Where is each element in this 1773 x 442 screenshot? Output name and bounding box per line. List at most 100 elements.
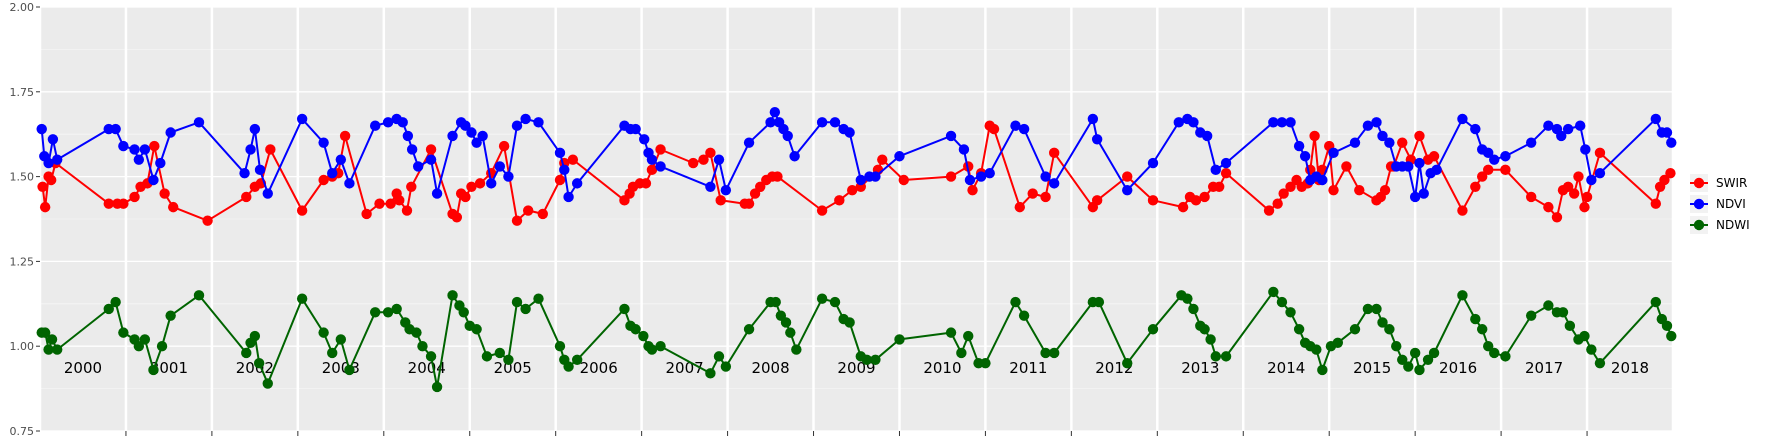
data-point-swir xyxy=(296,205,308,216)
data-point-ndwi xyxy=(1093,296,1105,308)
data-point-ndvi xyxy=(1268,117,1279,128)
data-point-ndwi xyxy=(148,364,159,376)
data-point-swir xyxy=(1027,188,1038,199)
data-point-ndvi xyxy=(369,120,381,131)
data-point-ndwi xyxy=(791,344,802,355)
year-label: 2008 xyxy=(751,359,789,377)
data-point-ndvi xyxy=(1317,174,1328,186)
data-point-ndvi xyxy=(110,123,121,135)
data-point-ndwi xyxy=(118,327,129,338)
legend-item-ndwi: NDWI xyxy=(1690,216,1750,234)
data-point-ndvi xyxy=(1489,154,1500,165)
data-point-swir xyxy=(339,130,351,142)
data-point-swir xyxy=(1190,195,1202,206)
data-point-ndvi xyxy=(554,147,566,159)
data-point-ndwi xyxy=(1666,330,1677,342)
data-point-ndwi xyxy=(1476,324,1488,335)
data-point-swir xyxy=(537,208,548,220)
data-point-ndvi xyxy=(1586,174,1597,186)
data-point-swir xyxy=(159,188,170,199)
data-point-ndwi xyxy=(494,347,506,359)
data-point-swir xyxy=(1309,130,1320,142)
data-point-ndvi xyxy=(133,154,145,165)
data-point-swir xyxy=(39,201,51,213)
data-point-ndvi xyxy=(1562,123,1574,135)
data-point-ndvi xyxy=(296,113,308,125)
data-point-swir xyxy=(705,147,716,159)
y-tick-label: 1.75 xyxy=(10,86,35,99)
data-point-swir xyxy=(1220,168,1232,179)
data-point-swir xyxy=(37,181,48,192)
data-point-ndwi xyxy=(844,317,855,328)
data-point-swir xyxy=(394,195,405,206)
data-point-ndvi xyxy=(486,178,497,189)
year-labels: 2000 2001 2002 2003 2004 2005 2006 2007 2008 2009… xyxy=(64,359,1649,377)
data-point-ndvi xyxy=(249,123,261,135)
data-point-ndvi xyxy=(563,191,574,203)
data-point-swir xyxy=(688,157,699,169)
data-point-ndwi xyxy=(471,324,482,335)
year-label: 2002 xyxy=(236,359,274,377)
year-label: 2015 xyxy=(1353,359,1391,377)
legend-key-point xyxy=(1693,219,1705,231)
data-point-ndvi xyxy=(1556,130,1567,142)
data-point-ndvi xyxy=(36,123,47,135)
data-point-ndvi xyxy=(1525,137,1537,148)
data-point-ndvi xyxy=(1666,137,1677,148)
data-point-ndvi xyxy=(129,144,140,155)
data-point-ndvi xyxy=(1483,147,1494,159)
data-point-ndwi xyxy=(327,347,338,359)
data-point-ndvi xyxy=(1299,151,1311,162)
year-label: 2017 xyxy=(1525,359,1563,377)
data-point-ndvi xyxy=(1328,147,1339,159)
data-point-ndwi xyxy=(1268,286,1279,298)
data-point-ndwi xyxy=(1210,351,1221,362)
data-point-ndvi xyxy=(466,127,477,138)
data-point-ndwi xyxy=(1500,351,1511,362)
data-point-ndwi xyxy=(945,327,957,338)
data-point-ndvi xyxy=(630,123,641,135)
data-point-ndvi xyxy=(1543,120,1554,131)
data-point-swir xyxy=(988,123,1000,135)
data-point-ndwi xyxy=(369,307,381,318)
data-point-ndwi xyxy=(1586,344,1597,355)
data-point-ndvi xyxy=(327,168,338,179)
data-point-ndwi xyxy=(1311,344,1322,355)
data-point-ndvi xyxy=(494,161,506,172)
data-point-ndwi xyxy=(1414,364,1425,376)
data-point-ndvi xyxy=(1414,157,1425,169)
data-point-ndwi xyxy=(1276,296,1288,308)
y-tick-label: 1.00 xyxy=(10,340,35,353)
data-point-swir xyxy=(1665,168,1676,179)
data-point-swir xyxy=(715,195,726,206)
data-point-ndvi xyxy=(262,188,273,199)
data-point-ndvi xyxy=(1210,164,1221,176)
data-point-swir xyxy=(967,184,978,196)
data-point-ndwi xyxy=(713,351,725,362)
data-point-swir xyxy=(1483,164,1494,176)
data-point-ndvi xyxy=(477,130,488,142)
data-point-swir xyxy=(1379,184,1391,196)
data-point-ndvi xyxy=(945,130,957,142)
data-point-ndwi xyxy=(1661,320,1673,332)
data-point-ndvi xyxy=(1661,127,1673,138)
grid-lines xyxy=(38,6,1675,432)
data-point-ndwi xyxy=(638,330,649,342)
data-point-ndwi xyxy=(249,330,261,342)
data-point-swir xyxy=(241,191,252,203)
data-point-ndvi xyxy=(471,137,482,148)
data-point-ndvi xyxy=(964,174,976,186)
data-point-ndvi xyxy=(139,144,151,155)
data-point-swir xyxy=(567,154,579,165)
data-point-ndwi xyxy=(554,341,566,352)
series-line-ndwi xyxy=(41,290,1673,388)
data-point-ndvi xyxy=(1431,164,1442,176)
data-point-ndwi xyxy=(980,357,991,369)
data-point-swir xyxy=(318,174,329,186)
data-point-ndvi xyxy=(511,120,523,131)
year-label: 2004 xyxy=(408,359,446,377)
year-label: 2006 xyxy=(580,359,618,377)
data-point-ndwi xyxy=(1010,296,1021,308)
data-point-ndwi xyxy=(655,341,666,352)
data-point-swir xyxy=(1543,201,1554,213)
